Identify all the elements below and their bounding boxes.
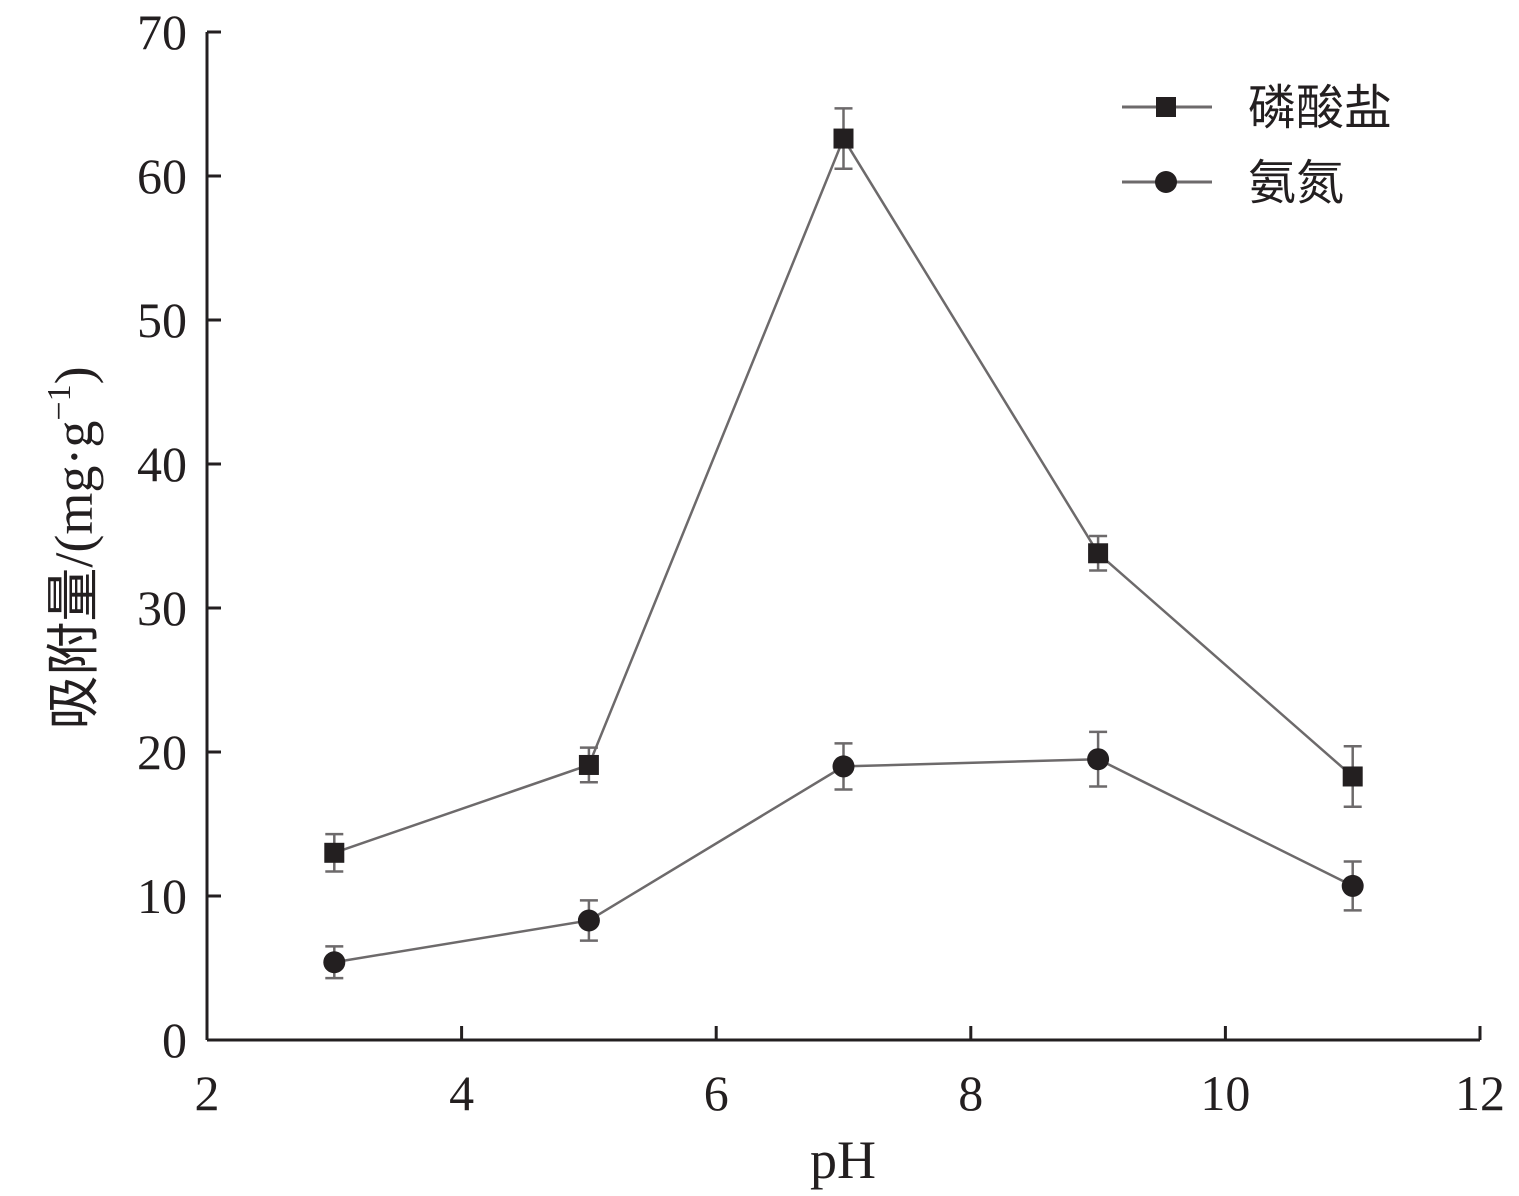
x-tick-label: 2 [195, 1065, 220, 1121]
legend-label: 磷酸盐 [1248, 80, 1392, 136]
x-ticks: 2 4 6 8 10 12 [195, 1026, 1505, 1121]
x-tick-label: 12 [1455, 1065, 1505, 1121]
data-point-square [578, 754, 599, 775]
y-tick-label: 20 [137, 724, 187, 780]
x-tick-label: 6 [704, 1065, 729, 1121]
y-axis-title-superscript: −1 [41, 384, 78, 420]
x-tick-label: 8 [958, 1065, 983, 1121]
y-tick-label: 30 [137, 580, 187, 636]
x-tick-label: 10 [1200, 1065, 1250, 1121]
axes [205, 32, 1480, 1042]
y-axis-title-close: ) [44, 366, 104, 384]
data-point-circle [577, 909, 600, 932]
legend-item: 磷酸盐 [1122, 80, 1392, 136]
y-ticks: 0 10 20 30 40 50 60 70 [137, 4, 221, 1068]
data-point-circle [323, 951, 346, 974]
y-tick-label: 40 [137, 436, 187, 492]
y-tick-label: 50 [137, 292, 187, 348]
series-1 [324, 107, 1363, 873]
y-axis-title-main: 吸附量/(mg·g [44, 421, 104, 730]
data-point-square [324, 842, 345, 863]
legend-label: 氨氮 [1248, 155, 1344, 211]
x-axis-title: pH [810, 1130, 876, 1190]
legend-item: 氨氮 [1122, 155, 1344, 211]
y-tick-label: 10 [137, 868, 187, 924]
svg-text:吸附量/(mg·g−1): 吸附量/(mg·g−1) [41, 366, 104, 729]
data-point-circle [1087, 748, 1110, 771]
data-point-square [833, 128, 854, 149]
x-tick-label: 4 [449, 1065, 474, 1121]
plot-area [323, 107, 1364, 980]
data-point-square [1342, 766, 1363, 787]
series-2 [323, 730, 1364, 980]
data-point-square [1088, 543, 1109, 564]
y-tick-label: 70 [137, 4, 187, 60]
data-point-circle [1341, 874, 1364, 897]
data-point-circle [832, 755, 855, 778]
legend-marker-circle [1155, 171, 1177, 193]
y-axis-title: 吸附量/(mg·g−1) [41, 366, 104, 729]
y-tick-label: 60 [137, 148, 187, 204]
y-tick-label: 0 [162, 1012, 187, 1068]
legend-marker-square [1156, 97, 1176, 117]
